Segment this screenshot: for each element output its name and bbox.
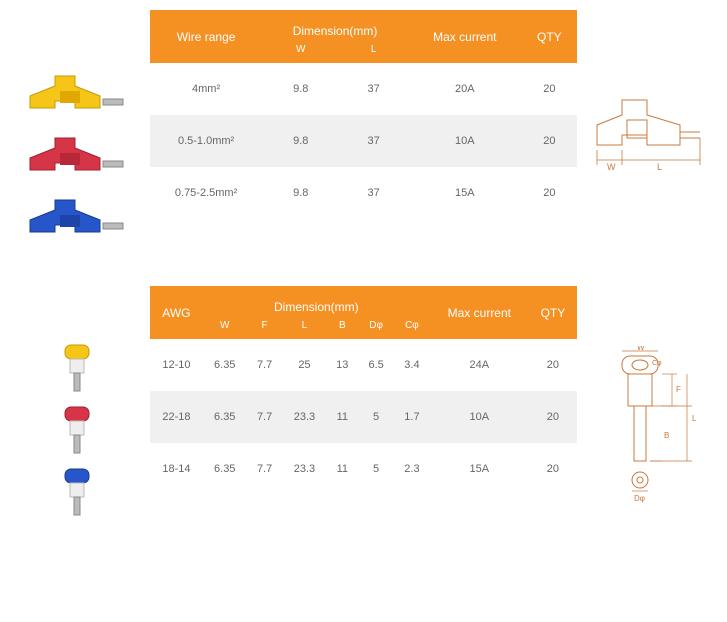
product-img-red-2 xyxy=(10,398,150,460)
product-img-blue xyxy=(10,184,150,246)
diag2-d: Dφ xyxy=(634,494,645,503)
cell-c: 2.3 xyxy=(394,443,430,495)
diag2-l: L xyxy=(692,414,697,423)
cell-l: 37 xyxy=(339,115,408,167)
cell-qty: 20 xyxy=(529,391,577,443)
th-f2: F xyxy=(247,316,283,339)
cell-qty: 20 xyxy=(529,443,577,495)
cell-b: 11 xyxy=(326,391,358,443)
cell-f: 7.7 xyxy=(247,443,283,495)
product-img-blue-2 xyxy=(10,460,150,522)
diagram-2: W F L B Dφ Cφ xyxy=(577,286,717,506)
cell-awg: 22-18 xyxy=(150,391,203,443)
cell-w: 6.35 xyxy=(203,391,247,443)
table-2: AWG Dimension(mm) Max current QTY W F L … xyxy=(150,286,577,495)
cell-qty: 20 xyxy=(522,167,577,219)
th-dim-l: L xyxy=(339,40,408,63)
cell-qty: 20 xyxy=(529,339,577,391)
section-2: AWG Dimension(mm) Max current QTY W F L … xyxy=(10,286,717,522)
cell-d: 5 xyxy=(358,391,394,443)
cell-l: 23.3 xyxy=(283,391,327,443)
cell-qty: 20 xyxy=(522,63,577,115)
cell-w: 6.35 xyxy=(203,443,247,495)
diag2-c: Cφ xyxy=(652,360,662,367)
table-row: 4mm² 9.8 37 20A 20 xyxy=(150,63,577,115)
table-row: 18-14 6.35 7.7 23.3 11 5 2.3 15A 20 xyxy=(150,443,577,495)
cell-wire: 0.5-1.0mm² xyxy=(150,115,262,167)
cell-max: 15A xyxy=(408,167,522,219)
cell-f: 7.7 xyxy=(247,391,283,443)
cell-l: 37 xyxy=(339,63,408,115)
table-1: Wire range Dimension(mm) Max current QTY… xyxy=(150,10,577,219)
diag-label-l: L xyxy=(657,162,662,172)
table-row: 0.75-2.5mm² 9.8 37 15A 20 xyxy=(150,167,577,219)
cell-w: 9.8 xyxy=(262,167,339,219)
th-b2: B xyxy=(326,316,358,339)
cell-d: 5 xyxy=(358,443,394,495)
table-row: 0.5-1.0mm² 9.8 37 10A 20 xyxy=(150,115,577,167)
th-max-current-2: Max current xyxy=(430,286,529,339)
diag2-w: W xyxy=(637,346,645,352)
th-awg: AWG xyxy=(150,286,203,339)
cell-max: 10A xyxy=(430,391,529,443)
diag-label-w: W xyxy=(607,162,616,172)
cell-awg: 18-14 xyxy=(150,443,203,495)
cell-l: 23.3 xyxy=(283,443,327,495)
th-dimension: Dimension(mm) xyxy=(262,10,408,40)
cell-f: 7.7 xyxy=(247,339,283,391)
th-max-current: Max current xyxy=(408,10,522,63)
th-w2: W xyxy=(203,316,247,339)
cell-wire: 0.75-2.5mm² xyxy=(150,167,262,219)
th-dimension-2: Dimension(mm) xyxy=(203,286,430,316)
th-dim-w: W xyxy=(262,40,339,63)
cell-max: 10A xyxy=(408,115,522,167)
cell-max: 15A xyxy=(430,443,529,495)
cell-d: 6.5 xyxy=(358,339,394,391)
product-img-yellow xyxy=(10,60,150,122)
cell-awg: 12-10 xyxy=(150,339,203,391)
product-img-yellow-2 xyxy=(10,336,150,398)
cell-max: 20A xyxy=(408,63,522,115)
th-d2: Dφ xyxy=(358,316,394,339)
product-img-red xyxy=(10,122,150,184)
cell-l: 37 xyxy=(339,167,408,219)
th-wire-range: Wire range xyxy=(150,10,262,63)
table-row: 12-10 6.35 7.7 25 13 6.5 3.4 24A 20 xyxy=(150,339,577,391)
cell-max: 24A xyxy=(430,339,529,391)
section-1: Wire range Dimension(mm) Max current QTY… xyxy=(10,10,717,246)
diagram-1: W L xyxy=(577,10,717,180)
product-images-2 xyxy=(10,286,150,522)
th-qty-2: QTY xyxy=(529,286,577,339)
cell-b: 11 xyxy=(326,443,358,495)
th-l2: L xyxy=(283,316,327,339)
cell-w: 6.35 xyxy=(203,339,247,391)
th-qty: QTY xyxy=(522,10,577,63)
cell-c: 1.7 xyxy=(394,391,430,443)
cell-wire: 4mm² xyxy=(150,63,262,115)
cell-w: 9.8 xyxy=(262,63,339,115)
cell-l: 25 xyxy=(283,339,327,391)
cell-qty: 20 xyxy=(522,115,577,167)
diag2-f: F xyxy=(676,385,681,394)
product-images-1 xyxy=(10,10,150,246)
cell-c: 3.4 xyxy=(394,339,430,391)
diag2-b: B xyxy=(664,431,669,440)
table-row: 22-18 6.35 7.7 23.3 11 5 1.7 10A 20 xyxy=(150,391,577,443)
cell-b: 13 xyxy=(326,339,358,391)
th-c2: Cφ xyxy=(394,316,430,339)
cell-w: 9.8 xyxy=(262,115,339,167)
